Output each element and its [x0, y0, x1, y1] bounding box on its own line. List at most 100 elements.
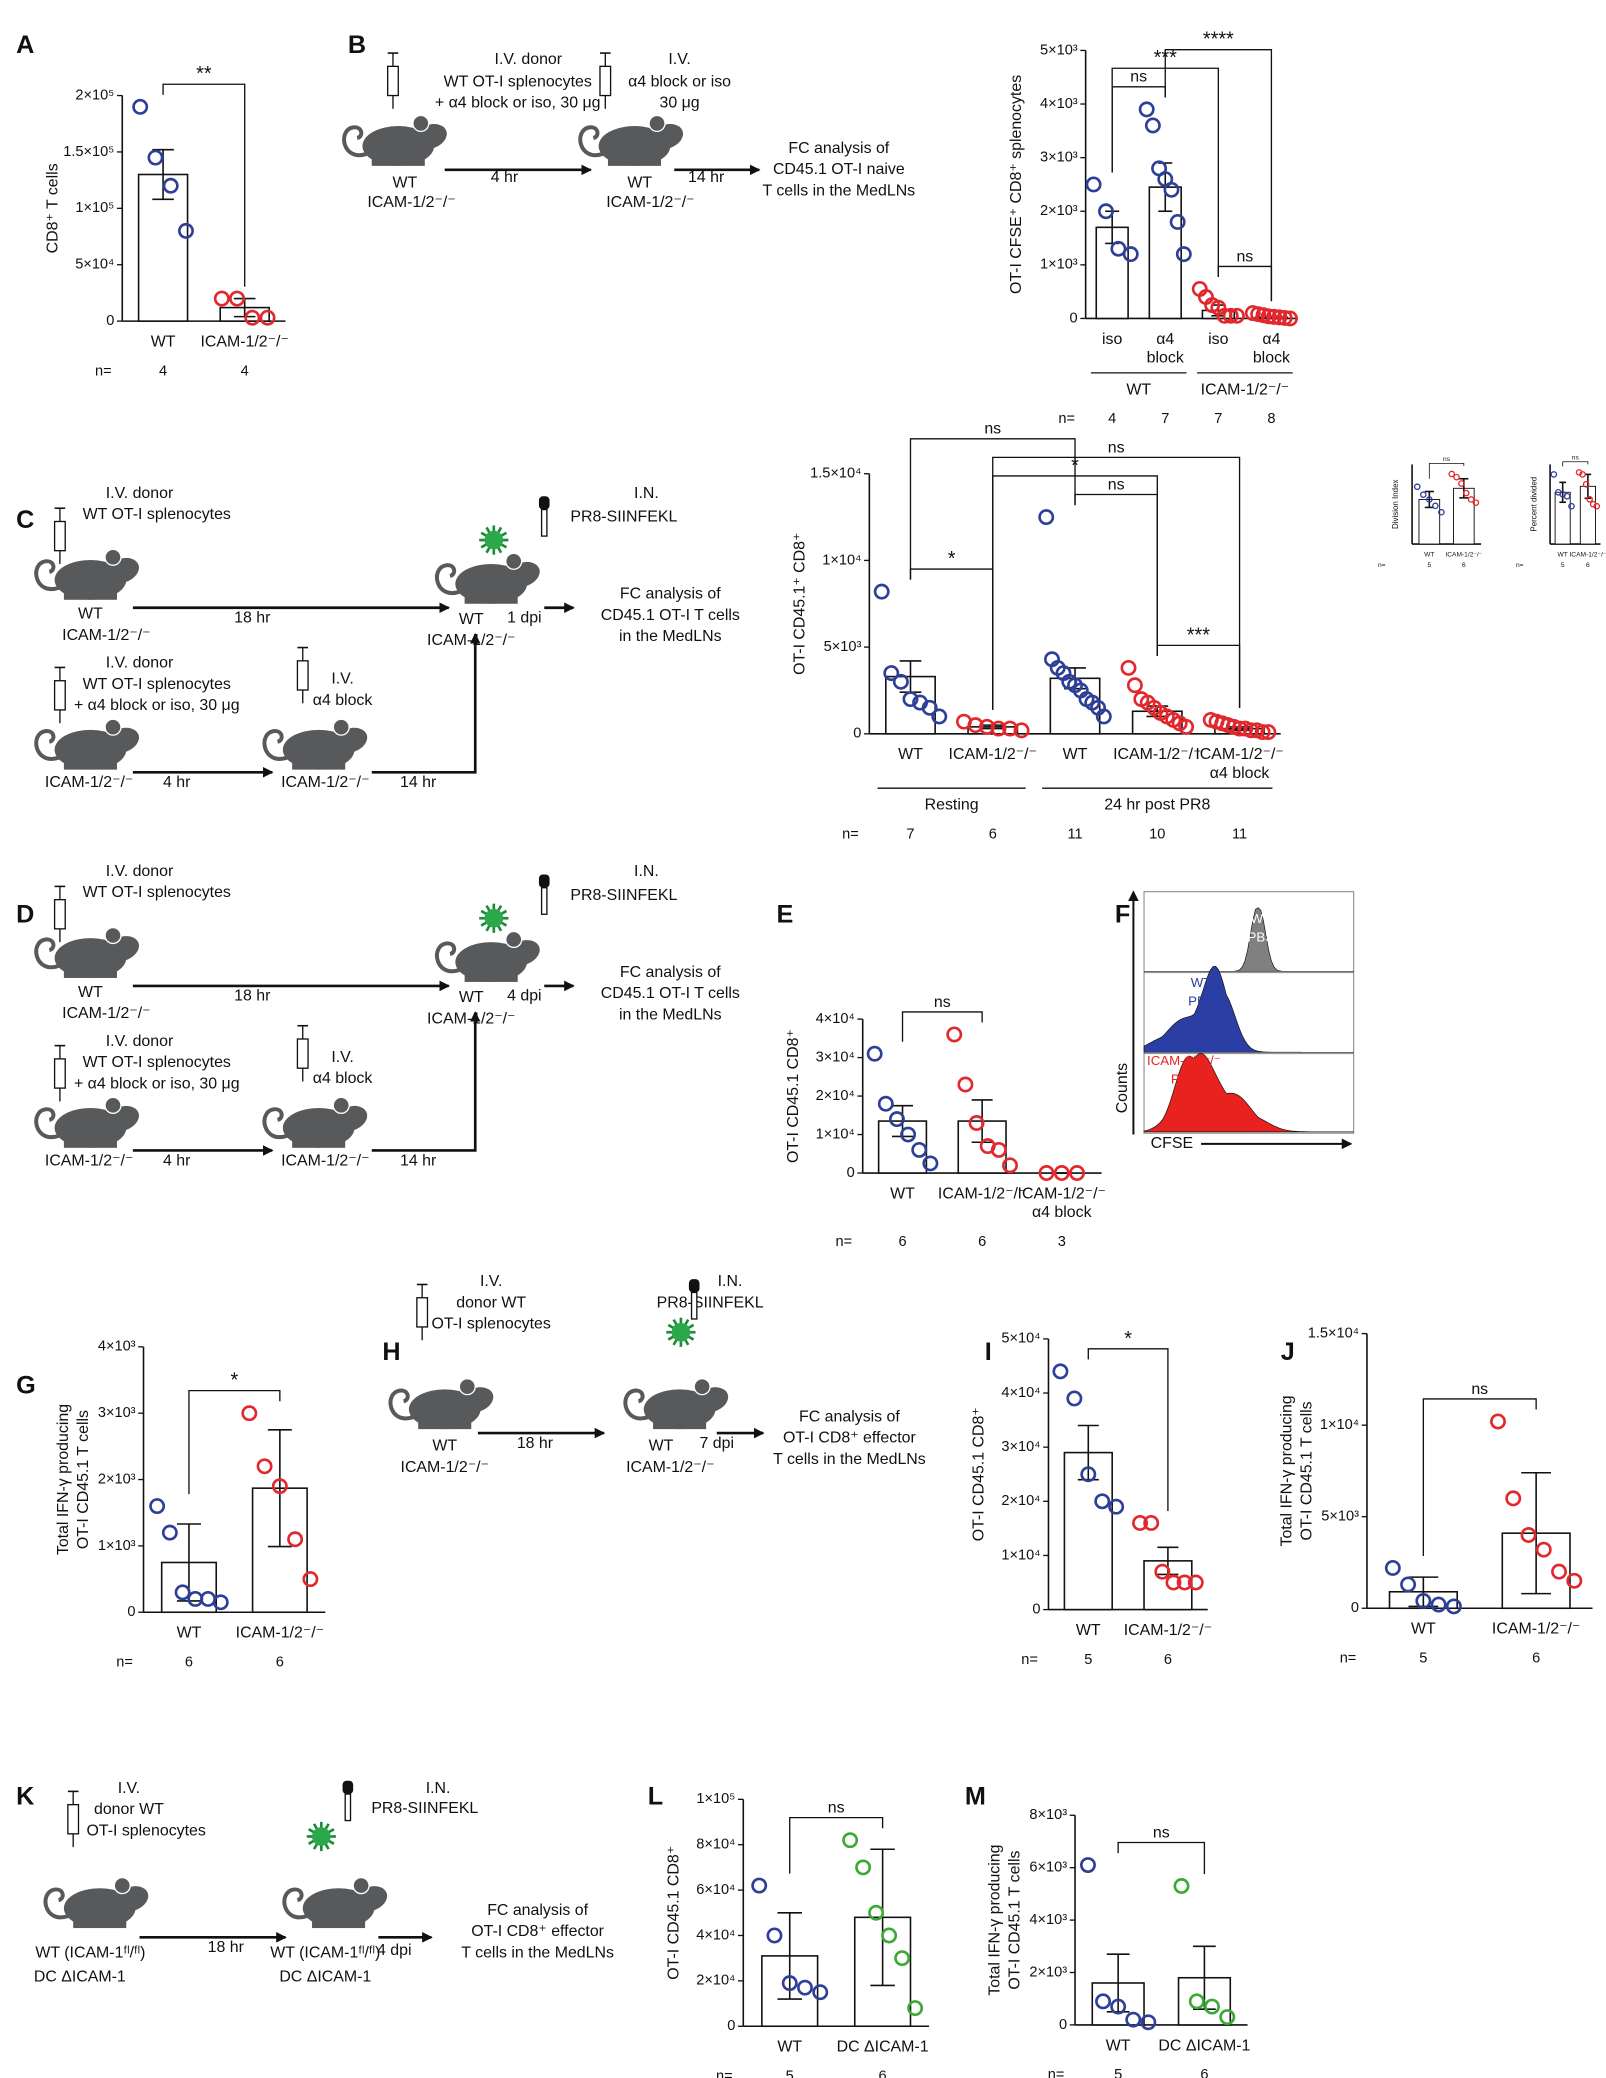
x-tick-label: WT — [177, 1625, 202, 1642]
data-point — [1126, 677, 1143, 694]
diagram-text: I.V. donor — [106, 655, 174, 672]
diagram-text: FC analysis of — [788, 140, 889, 157]
histogram-label: PR8 — [1171, 1072, 1197, 1087]
diagram-text: + α4 block or iso, 30 μg — [435, 95, 601, 112]
mouse-icon — [34, 926, 139, 978]
y-tick-label: 0 — [1351, 1600, 1359, 1616]
y-tick-label: 1×10⁵ — [696, 1791, 735, 1807]
data-point — [1579, 471, 1586, 478]
x-tick-label: ICAM-1/2⁻/⁻ — [949, 746, 1037, 763]
y-tick-label: 4×10⁴ — [816, 1011, 855, 1027]
diagram-text: in the MedLNs — [619, 628, 722, 645]
diagram-text: ICAM-1/2⁻/⁻ — [606, 194, 694, 211]
syringe-icon — [53, 885, 66, 943]
diagram-text: I.V. donor — [106, 1033, 174, 1050]
data-point — [1415, 1592, 1432, 1609]
y-tick-label: 1×10⁴ — [822, 552, 861, 568]
y-tick-label: 1×10⁴ — [1320, 1417, 1359, 1433]
n-value: 5 — [1114, 2067, 1122, 2078]
diagram-text: 14 hr — [400, 774, 437, 791]
diagram-text: WT — [393, 174, 418, 191]
n-label: n= — [1058, 411, 1075, 427]
error-bar — [267, 1428, 292, 1548]
n-value: 8 — [1267, 411, 1275, 427]
diagram-text: I.N. — [426, 1780, 451, 1797]
syringe-barrel — [67, 1803, 80, 1835]
group-label: WT — [1126, 381, 1151, 398]
significance-label: * — [231, 1370, 239, 1392]
y-tick-label: 8×10⁴ — [696, 1837, 735, 1853]
data-point — [1462, 489, 1470, 497]
syringe-barrel — [296, 1038, 309, 1069]
x-tick-label: ICAM-1/2⁻/⁻ — [1195, 746, 1283, 763]
panel-letter: I — [985, 1338, 992, 1366]
y-tick-label: 1×10³ — [98, 1538, 136, 1554]
data-point — [1204, 1998, 1220, 2015]
dropper-icon — [538, 496, 550, 537]
data-point — [751, 1877, 768, 1894]
y-axis-label: OT-I CD45.1⁺ CD8⁺ — [792, 533, 809, 675]
data-point — [1163, 181, 1180, 198]
n-value: 11 — [1067, 827, 1082, 843]
data-point — [1520, 1527, 1537, 1543]
data-point — [244, 309, 261, 326]
panel-letter: F — [1115, 900, 1130, 928]
data-point — [868, 1904, 885, 1921]
y-tick-label: 1×10³ — [1040, 257, 1078, 273]
diagram-text: FC analysis of — [487, 1902, 588, 1919]
significance-label: ** — [196, 63, 212, 85]
data-point — [1120, 659, 1137, 676]
diagram-text: PR8-SIINFEKL — [570, 509, 677, 526]
diagram-text: FC analysis of — [620, 586, 721, 603]
diagram-text: CD45.1 OT-I T cells — [601, 985, 740, 1002]
n-value: 6 — [1164, 1652, 1172, 1668]
significance-label: ns — [1572, 455, 1580, 462]
x-tick-label: WT — [151, 334, 176, 351]
histogram-label: WT — [1191, 975, 1212, 990]
data-point — [1175, 246, 1192, 263]
panel-letter: A — [16, 31, 34, 59]
data-point — [1140, 2014, 1157, 2031]
y-tick-label: 1×10⁴ — [1001, 1547, 1040, 1563]
y-tick-label: 4×10³ — [98, 1339, 136, 1355]
data-point — [1219, 2009, 1236, 2026]
y-tick-label: 2×10³ — [98, 1471, 136, 1487]
n-label: n= — [842, 827, 859, 843]
mouse-feet — [464, 975, 518, 982]
data-point — [1568, 502, 1575, 510]
n-value: 5 — [1427, 562, 1431, 569]
mouse-ear — [458, 1378, 476, 1396]
data-point — [1243, 722, 1260, 739]
y-tick-label: 2×10⁴ — [1001, 1493, 1040, 1509]
virus-icon — [306, 1821, 336, 1852]
data-point — [1448, 470, 1456, 478]
mouse-icon — [435, 930, 540, 982]
x-tick-label: ICAM-1/2⁻/⁻ — [1492, 1621, 1580, 1638]
data-point — [1080, 1466, 1097, 1483]
data-point — [212, 1594, 229, 1611]
diagram-text: OT-I CD8⁺ effector — [783, 1430, 916, 1447]
syringe-barrel — [53, 1058, 66, 1089]
n-label: n= — [1340, 1651, 1357, 1667]
data-point — [1038, 509, 1055, 526]
diagram-text: 18 hr — [234, 610, 271, 627]
n-value: 3 — [1058, 1234, 1066, 1250]
syringe-icon — [53, 1044, 66, 1102]
x-tick-label: WT — [1076, 1622, 1101, 1639]
y-tick-label: 5×10⁴ — [75, 257, 114, 273]
data-point — [888, 1111, 905, 1128]
n-value: 6 — [185, 1655, 193, 1671]
y-tick-label: 0 — [127, 1604, 135, 1620]
mouse-tail — [388, 1388, 414, 1421]
y-axis-label: OT-I CD45.1 T cells — [1007, 1851, 1024, 1990]
data-point — [1413, 483, 1421, 491]
n-label: n= — [116, 1655, 133, 1671]
mouse-tail — [262, 729, 288, 761]
diagram-text: 14 hr — [688, 169, 725, 186]
x-tick-label: WT — [1424, 551, 1434, 558]
x-tick-label: ICAM-1/2⁻/⁻ — [236, 1625, 324, 1642]
data-point — [1586, 495, 1593, 503]
data-point — [1143, 1515, 1160, 1531]
x-tick-label: ICAM-1/2⁻/⁻ — [1113, 746, 1201, 763]
diagram-text: 14 hr — [400, 1152, 437, 1169]
